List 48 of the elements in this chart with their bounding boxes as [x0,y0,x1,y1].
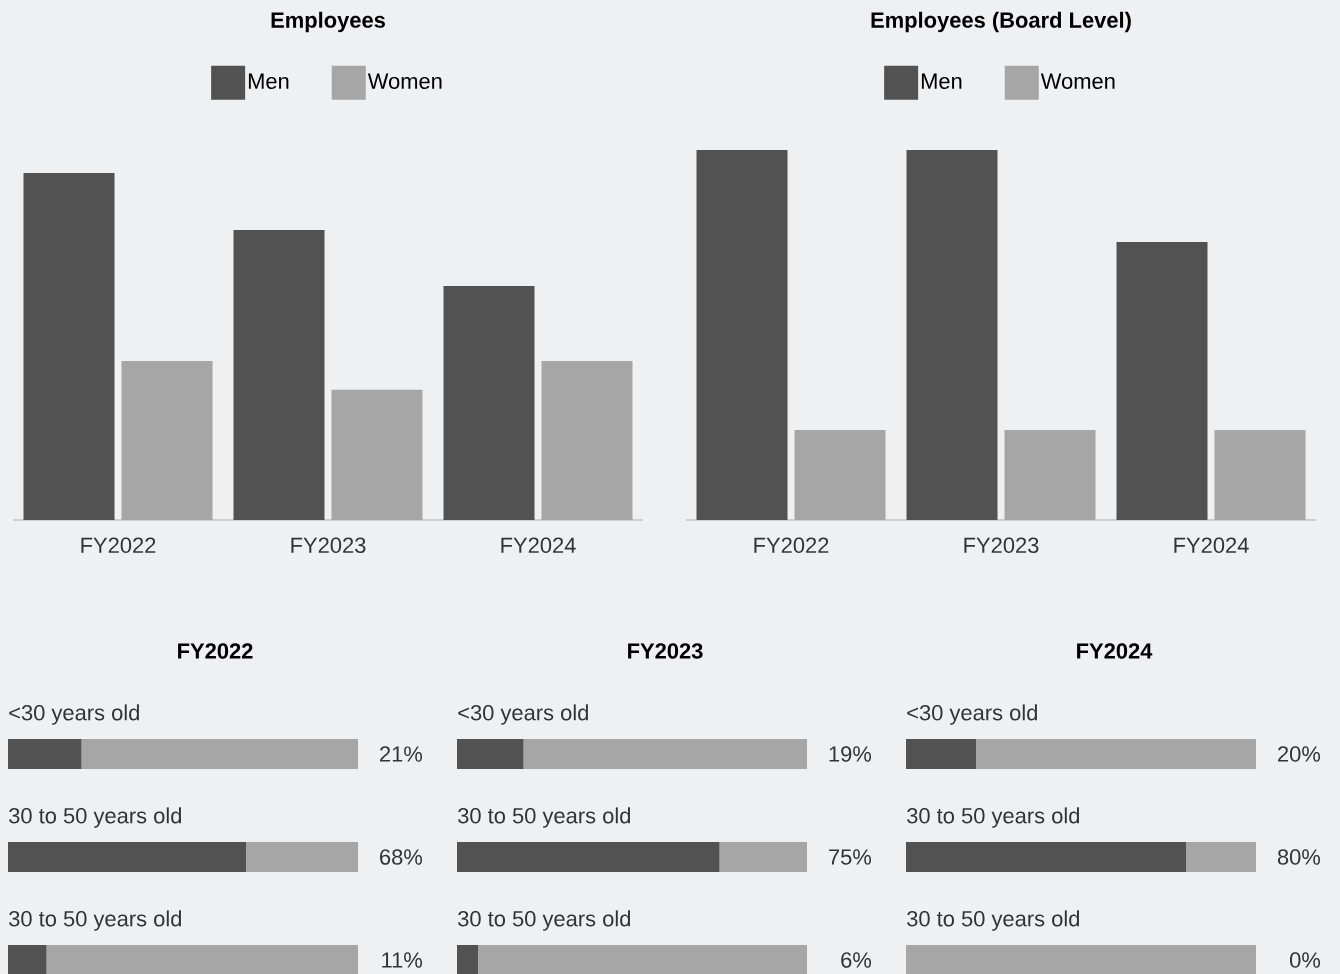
bar [8,739,82,769]
data-label: 21% [380,746,423,762]
legend-label: Women [367,73,442,89]
bar [457,842,720,872]
y-tick-label: <30 years old [907,704,1037,725]
y-tick-label: 30 to 50 years old [458,807,630,828]
y-tick-label: 30 to 50 years old [458,910,630,931]
y-tick-label: <30 years old [458,704,588,725]
legend-label: Women [1040,73,1115,89]
bar [719,842,808,872]
data-label: 19% [829,746,872,762]
chart-title: Employees (Board Level) [871,11,1131,33]
bar [8,842,246,872]
y-tick-label: 30 to 50 years old [907,910,1080,931]
bar [457,739,524,769]
bar [46,945,358,974]
y-tick-label: <30 years old [9,704,139,725]
x-tick-label: FY2022 [81,537,156,554]
data-label: 80% [1277,849,1321,865]
data-label: 68% [380,849,423,865]
data-label: 11% [382,952,423,968]
data-label: 20% [1278,746,1321,762]
x-tick-label: FY2023 [964,537,1039,554]
x-tick-label: FY2024 [1174,537,1249,554]
y-tick-label: 30 to 50 years old [9,910,181,931]
bar [8,945,47,974]
y-tick-label: 30 to 50 years old [9,807,181,828]
chart-title: FY2023 [628,643,703,659]
legend-label: Men [921,73,962,89]
y-tick-label: 30 to 50 years old [907,807,1080,828]
x-tick-label: FY2023 [291,537,366,554]
chart-title: Employees [271,11,385,33]
x-tick-label: FY2024 [501,537,576,554]
bar [81,739,358,769]
chart-title: FY2022 [178,643,253,659]
bar [478,945,808,974]
data-label: 6% [841,952,872,968]
bar [246,842,358,872]
legend-label: Men [248,73,289,89]
bar [233,229,325,520]
data-label: 0% [1290,952,1321,968]
chart-title: FY2024 [1077,643,1153,659]
bar [457,945,479,974]
x-tick-label: FY2022 [754,537,829,554]
data-label: 75% [829,849,872,865]
bar [23,172,115,520]
bar [443,286,535,520]
bar [523,739,808,769]
